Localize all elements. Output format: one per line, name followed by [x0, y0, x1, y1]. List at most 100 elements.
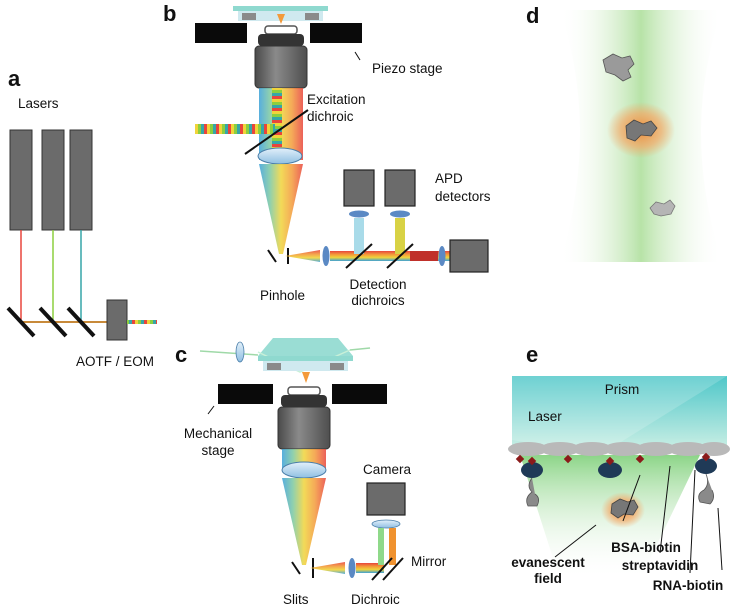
- molecule-bottom: [649, 199, 676, 217]
- red-emission-beam: [410, 251, 438, 261]
- spacer-left-b: [242, 13, 256, 20]
- bsa-5: [636, 442, 676, 456]
- bsa-7: [698, 442, 730, 456]
- pinhole-label: Pinhole: [260, 288, 305, 303]
- piezo-stage-right: [310, 23, 362, 43]
- laser-2: [41, 129, 65, 231]
- apd-label-2: detectors: [435, 189, 491, 204]
- apd-label-1: APD: [435, 171, 463, 186]
- objective-collar-c: [281, 395, 327, 407]
- objective-body-c: [277, 406, 331, 450]
- focal-spot-c: [302, 372, 310, 383]
- mirror-c: [382, 557, 404, 581]
- piezo-stage-left: [195, 23, 247, 43]
- detection-label-1: Detection: [349, 277, 406, 292]
- dichroic-label: Dichroic: [351, 592, 400, 607]
- aotf-label: AOTF / EOM: [76, 354, 154, 369]
- lasers-label: Lasers: [18, 96, 59, 111]
- streptavidin-biotin-2: [605, 456, 615, 466]
- excited-molecule: [625, 119, 658, 142]
- apd-detector-1: [343, 169, 375, 207]
- objective-tip-b: [264, 25, 298, 35]
- streptavidin-body-1: [521, 462, 543, 478]
- panel-a-letter: a: [8, 66, 21, 91]
- dichroic-a-2: [66, 306, 96, 338]
- panel-d-letter: d: [526, 3, 539, 28]
- laser-in-c: [199, 350, 259, 356]
- beam-after-pinhole: [285, 250, 320, 262]
- spacer-right-c: [330, 363, 344, 370]
- bsa-surface: [508, 442, 730, 456]
- tube-lens-c: [281, 461, 327, 479]
- dichroic-c: [371, 557, 393, 581]
- streptavidin-label: streptavidin: [622, 558, 699, 573]
- detection-dichroic-1: [345, 243, 373, 269]
- excitation-label-2: dichroic: [307, 109, 354, 124]
- blue-emission-beam: [354, 218, 364, 254]
- bsa-3: [572, 442, 612, 456]
- panel-e: e Prism Laser: [508, 342, 730, 593]
- apd-lens-3: [438, 246, 446, 266]
- rna-label: RNA-biotin: [653, 578, 723, 593]
- bsa-6: [668, 442, 708, 456]
- mirror-1: [6, 306, 36, 338]
- camera-label: Camera: [363, 462, 412, 477]
- beam-focus-c: [282, 478, 326, 565]
- slits-mirror: [291, 561, 301, 575]
- biotin-1: [515, 454, 525, 464]
- apd-lens-2: [390, 210, 410, 218]
- streptavidin-pointer: [659, 465, 671, 554]
- prism-e: [512, 376, 727, 448]
- mech-label-2: stage: [201, 443, 234, 458]
- mirror-label: Mirror: [411, 554, 447, 569]
- green-split-beam: [378, 528, 384, 565]
- biotin-2: [563, 454, 573, 464]
- dichroic-a-1: [38, 306, 68, 338]
- detection-beam: [330, 251, 450, 261]
- bsa-4: [604, 442, 644, 456]
- streptavidin-biotin-3: [701, 452, 711, 462]
- streptavidin-biotin-1: [527, 456, 537, 466]
- mechanical-stage-left: [218, 384, 273, 404]
- panel-c-letter: c: [175, 342, 187, 367]
- panel-e-letter: e: [526, 342, 538, 367]
- panel-c: c Mechanical stage Camera: [175, 338, 447, 607]
- rna-pointer: [689, 469, 696, 574]
- piezo-pointer: [354, 51, 361, 61]
- sample-chamber-c: [263, 361, 348, 371]
- yellow-emission-beam: [395, 218, 405, 254]
- spacer-right-b: [305, 13, 319, 20]
- excitation-beam-b: [272, 88, 282, 154]
- laser-1: [9, 129, 33, 231]
- laser-lens-c: [235, 341, 245, 363]
- aotf-eom-device: [106, 299, 128, 341]
- beam-after-slits: [310, 562, 345, 574]
- prism-shade: [512, 376, 727, 455]
- molecule-top: [602, 53, 635, 82]
- evanescent-label-1: evanescent: [511, 555, 585, 570]
- mech-label-1: Mechanical: [184, 426, 252, 441]
- apd-detector-3: [449, 239, 489, 273]
- collimating-lens-c: [348, 558, 356, 578]
- streptavidin-1: [521, 456, 543, 507]
- prism-label: Prism: [605, 382, 640, 397]
- coverslip-c: [258, 356, 353, 361]
- excitation-label-1: Excitation: [307, 92, 366, 107]
- camera: [366, 482, 406, 516]
- prism-c: [258, 338, 353, 356]
- laser-3: [69, 129, 93, 231]
- laser-out-c: [349, 347, 371, 351]
- bsa-1: [508, 442, 548, 456]
- bsa-2: [540, 442, 580, 456]
- panel-d: d: [526, 3, 722, 262]
- mechanical-stage-right: [332, 384, 387, 404]
- panel-b-letter: b: [163, 1, 176, 26]
- bsa-label: BSA-biotin: [611, 540, 681, 555]
- streptavidin-3: [695, 452, 717, 505]
- streptavidin-body-3: [695, 458, 717, 474]
- mech-pointer: [207, 405, 215, 415]
- coverslip-b: [233, 6, 328, 11]
- detection-dichroic-2: [386, 243, 414, 269]
- detection-beam-c: [356, 563, 384, 573]
